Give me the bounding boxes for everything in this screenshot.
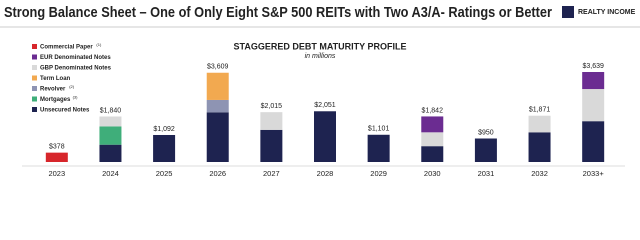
bar-segment <box>260 129 283 162</box>
total-label: $1,871 <box>529 107 551 114</box>
bar-segment <box>474 138 497 162</box>
x-tick-label: 2028 <box>317 169 334 178</box>
logo-icon <box>562 6 574 18</box>
bar-segment <box>582 121 605 162</box>
x-tick-label: 2029 <box>370 169 387 178</box>
bar-segment <box>421 116 444 133</box>
total-label: $950 <box>478 129 494 136</box>
x-tick-label: 2023 <box>48 169 65 178</box>
x-tick-label: 2025 <box>156 169 173 178</box>
total-label: $1,842 <box>422 107 444 114</box>
chart-title: Strong Balance Sheet – One of Only Eight… <box>4 4 552 21</box>
bar-segment <box>99 116 122 127</box>
x-tick-label: 2032 <box>531 169 548 178</box>
legend-swatch <box>32 86 37 91</box>
chart: Strong Balance Sheet – One of Only Eight… <box>0 4 640 178</box>
legend-label: GBP Denominated Notes <box>40 66 112 72</box>
x-tick-label: 2024 <box>102 169 119 178</box>
legend-swatch <box>32 96 37 102</box>
bar-segment <box>314 111 336 162</box>
x-tick-label: 2030 <box>424 169 441 178</box>
bar-segment <box>582 72 605 90</box>
legend-label: Revolver <box>40 87 66 93</box>
x-tick-label: 2026 <box>209 169 226 178</box>
legend-swatch <box>32 65 37 70</box>
bar-segment <box>528 132 551 162</box>
subtitle: STAGGERED DEBT MATURITY PROFILE <box>233 41 406 51</box>
legend-swatch <box>32 107 37 112</box>
total-label: $2,015 <box>261 103 283 110</box>
total-label: $1,092 <box>153 126 175 133</box>
total-label: $3,609 <box>207 64 229 71</box>
legend-label: Term Loan <box>40 76 71 82</box>
legend-label: EUR Denominated Notes <box>40 55 111 61</box>
bar-segment <box>582 89 605 122</box>
legend-swatch <box>32 54 37 60</box>
bar-segment <box>99 144 122 162</box>
unit-note: in millions <box>305 53 336 60</box>
bar-segment <box>528 115 551 133</box>
bar-segment <box>421 132 444 147</box>
x-tick-label: 2033+ <box>583 169 605 178</box>
legend-swatch <box>32 75 37 81</box>
legend-label: Unsecured Notes <box>40 108 90 114</box>
legend-label: Mortgages <box>40 97 71 103</box>
bar-segment <box>206 99 229 113</box>
bar-segment <box>99 126 122 145</box>
bar-segment <box>206 72 229 100</box>
bar-segment <box>421 146 444 162</box>
bar-segment <box>260 112 283 130</box>
bar-segment <box>45 152 68 162</box>
legend-note: (1) <box>96 42 102 47</box>
total-label: $1,101 <box>368 126 390 133</box>
legend-note: (2) <box>69 84 75 89</box>
logo: REALTY INCOME <box>578 9 636 16</box>
total-label: $378 <box>49 143 65 150</box>
total-label: $2,051 <box>314 102 336 109</box>
total-label: $1,840 <box>100 107 122 114</box>
legend-note: (3) <box>73 95 79 100</box>
bar-segment <box>206 112 229 162</box>
bar-segment <box>367 134 390 162</box>
bar-segment <box>153 134 176 162</box>
x-tick-label: 2031 <box>478 169 495 178</box>
legend-label: Commercial Paper <box>40 45 93 51</box>
total-label: $3,639 <box>582 63 604 70</box>
legend-swatch <box>32 44 37 49</box>
x-tick-label: 2027 <box>263 169 280 178</box>
